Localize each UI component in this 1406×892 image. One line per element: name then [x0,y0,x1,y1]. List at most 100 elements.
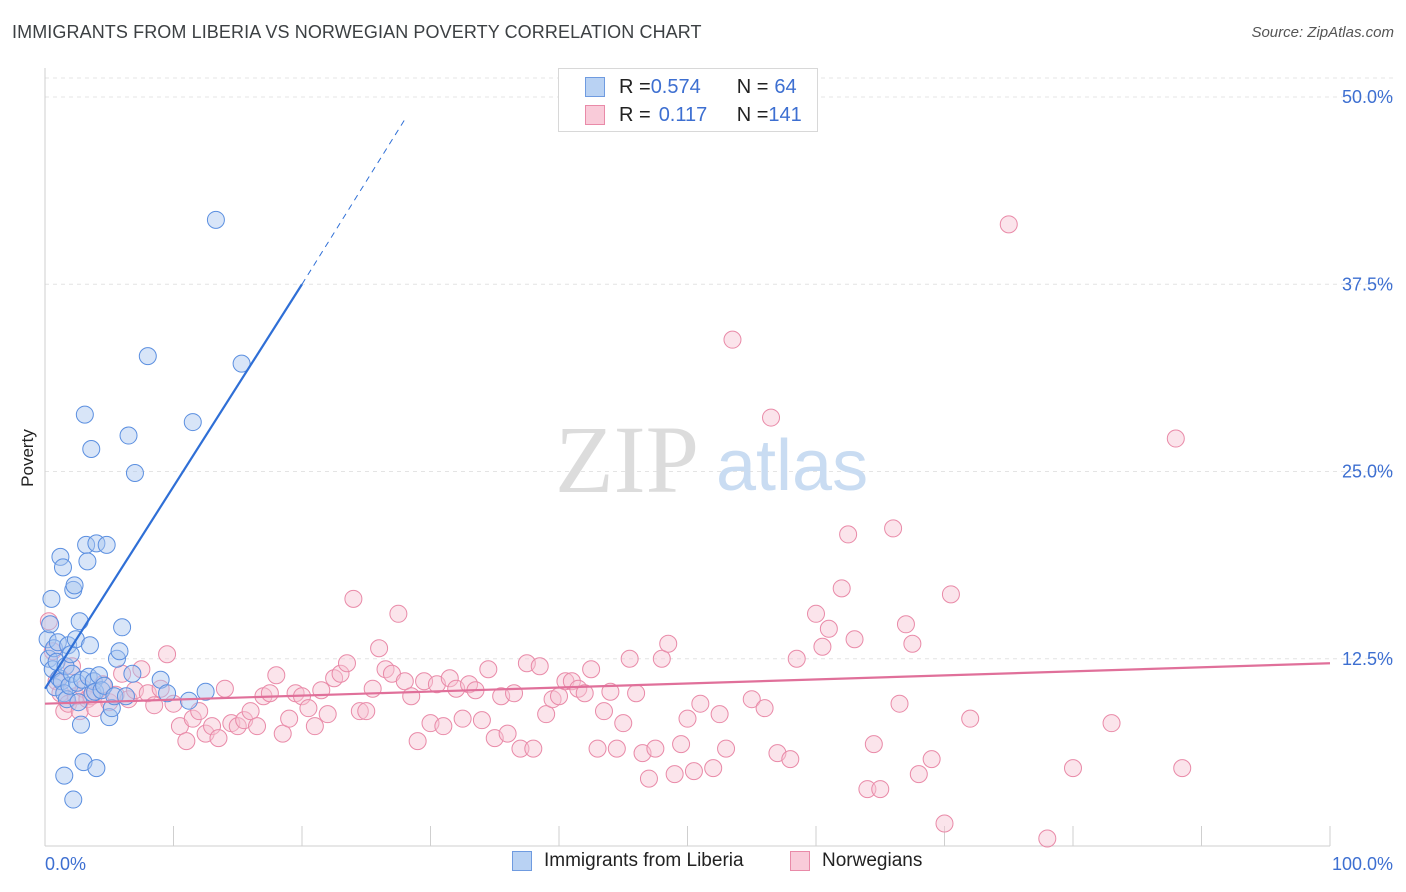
data-point-norwegians [710,705,729,724]
data-point-norwegians [248,717,267,736]
data-point-norwegians [620,649,639,668]
series-legend-label: Immigrants from Liberia [544,850,744,871]
data-point-norwegians [402,687,421,706]
series-legend-label: Norwegians [822,850,923,871]
data-point-norwegians [39,612,58,631]
data-point-norwegians [999,215,1018,234]
data-point-norwegians [813,637,832,656]
data-point-norwegians [601,682,620,701]
data-point-norwegians [395,672,414,691]
data-point-liberia [82,440,101,459]
data-point-norwegians [209,729,228,748]
tick-labels: 12.5% 25.0% 37.5% 50.0% 0.0% 100.0% [45,87,1393,874]
data-point-norwegians [524,739,543,758]
series-legend-norwegians[interactable]: Norwegians [790,850,922,872]
data-point-norwegians [941,585,960,604]
data-point-norwegians [331,664,350,683]
data-point-norwegians [550,687,568,706]
data-point-norwegians [305,717,324,736]
data-point-norwegians [742,690,761,709]
legend-swatch-pink [790,851,810,871]
data-point-norwegians [909,765,928,784]
data-point-liberia [48,633,67,652]
data-point-norwegians [158,645,177,664]
data-point-norwegians [505,684,524,703]
data-point-norwegians [684,762,703,781]
data-point-norwegians [575,684,594,703]
data-point-norwegians [389,604,408,623]
series-norwegians [39,215,1192,848]
data-point-norwegians [839,525,858,544]
data-point-norwegians [582,660,601,679]
data-point-norwegians [569,679,588,698]
data-point-norwegians [594,702,613,721]
data-point-norwegians [119,690,138,709]
data-point-norwegians [627,684,646,703]
series-legend-liberia[interactable]: Immigrants from Liberia [512,850,744,872]
data-point-norwegians [639,769,658,788]
data-point-norwegians [858,780,877,799]
data-point-norwegians [614,714,633,733]
data-point-norwegians [717,739,736,758]
data-point-norwegians [659,634,678,653]
data-point-norwegians [922,750,941,769]
data-point-norwegians [1102,714,1121,733]
data-point-liberia [80,636,99,655]
data-point-norwegians [832,579,851,598]
data-point-norwegians [781,750,800,769]
data-point-norwegians [299,699,318,718]
data-point-liberia [55,766,74,785]
data-point-liberia [183,413,202,432]
data-point-liberia [119,426,138,445]
data-point-liberia [158,684,177,703]
legend-swatch-blue [585,77,605,97]
data-point-liberia [107,649,126,668]
data-point-liberia [97,535,116,554]
data-point-norwegians [530,657,549,676]
data-point-norwegians [267,666,286,685]
data-point-liberia [42,589,61,608]
data-point-norwegians [434,717,453,736]
axes [44,68,1331,847]
data-point-norwegians [896,615,915,634]
data-point-norwegians [1038,829,1057,848]
legend-swatch-blue [512,851,532,871]
trend-lines [44,119,1331,705]
data-point-liberia [179,691,198,710]
trend-line-norwegians [44,662,1331,705]
data-point-norwegians [1173,759,1192,778]
watermark-atlas: atlas [716,426,868,506]
data-point-norwegians [588,739,607,758]
watermark-zip: ZIP [555,406,699,513]
data-point-norwegians [183,709,202,728]
data-point-liberia [89,666,108,685]
data-point-liberia [51,547,70,566]
data-point-liberia [41,615,60,634]
data-point-liberia [53,558,72,577]
data-point-norwegians [819,619,838,638]
source-label: Source: ZipAtlas.com [1251,24,1394,41]
data-point-norwegians [755,699,774,718]
data-point-norwegians [961,709,980,728]
data-point-norwegians [646,739,665,758]
data-point-liberia [71,715,90,734]
data-point-liberia [65,576,84,595]
data-point-norwegians [652,649,671,668]
data-point-liberia [78,552,97,571]
data-point-norwegians [871,780,890,799]
trend-line-liberia [44,283,303,690]
data-point-norwegians [1064,759,1082,778]
data-point-norwegians [762,408,781,427]
legend-row-norwegians: R = 0.117 N = 141 [585,101,802,129]
data-point-norwegians [672,735,691,754]
legend-r-value: 0.117 [658,103,708,126]
data-point-liberia [123,664,142,683]
data-point-liberia [196,682,215,701]
data-point-norwegians [337,654,356,673]
correlation-legend: R = 0.574 N = 64 R = 0.117 N = 141 [558,68,818,132]
data-point-liberia [102,699,121,718]
data-point-norwegians [280,709,299,728]
legend-n-label: N = [736,103,769,126]
data-point-norwegians [864,735,883,754]
